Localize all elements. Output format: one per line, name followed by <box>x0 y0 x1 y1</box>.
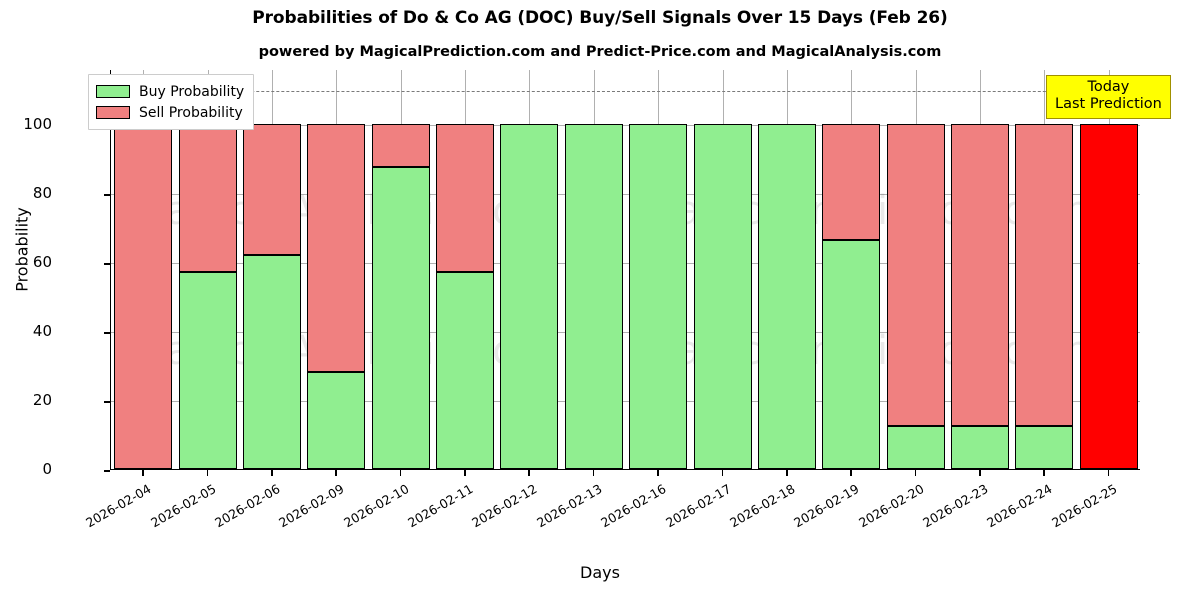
bar-group[interactable] <box>371 124 430 469</box>
bar-segment-sell[interactable] <box>371 124 430 168</box>
x-tick-mark <box>464 470 466 476</box>
bar-segment-buy[interactable] <box>371 167 430 469</box>
y-tick-mark <box>104 263 110 265</box>
legend-item[interactable]: Buy Probability <box>96 81 244 102</box>
bar-group[interactable] <box>500 124 559 469</box>
legend-label: Buy Probability <box>139 83 245 100</box>
bar-group[interactable] <box>242 124 301 469</box>
y-gridline <box>111 263 1140 264</box>
bar-segment-sell[interactable] <box>242 124 301 256</box>
bar-group[interactable] <box>629 124 688 469</box>
bar-segment-today[interactable] <box>1079 124 1138 469</box>
bar-segment-sell[interactable] <box>822 124 881 240</box>
x-tick-mark <box>270 470 273 476</box>
bar-segment-buy[interactable] <box>242 255 301 469</box>
threshold-dashed-line <box>111 90 1140 92</box>
page-title: Probabilities of Do & Co AG (DOC) Buy/Se… <box>252 8 948 28</box>
bar-group[interactable] <box>436 124 495 469</box>
bar-segment-buy[interactable] <box>307 372 366 469</box>
x-tick-mark <box>850 470 852 476</box>
bar-segment-buy[interactable] <box>1015 425 1074 469</box>
bar-segment-buy[interactable] <box>951 425 1010 469</box>
bar-group[interactable] <box>178 124 237 469</box>
x-tick-mark <box>979 470 981 476</box>
bar-segment-sell[interactable] <box>307 124 366 373</box>
y-axis-label: Probability <box>12 207 32 292</box>
bar-segment-buy[interactable] <box>500 124 559 469</box>
y-tick-label: 100 <box>23 115 52 133</box>
bar-group[interactable] <box>564 124 623 469</box>
bar-segment-buy[interactable] <box>629 124 688 469</box>
plot-inner: MagicalAnalysis.comMagicalAnalysis.comMa… <box>111 70 1140 469</box>
chart-subtitle: powered by MagicalPrediction.com and Pre… <box>258 44 942 60</box>
bar-segment-buy[interactable] <box>886 425 945 469</box>
bar-group[interactable] <box>757 124 816 469</box>
x-tick-mark <box>1043 470 1046 476</box>
bar-segment-sell[interactable] <box>951 124 1010 426</box>
x-tick-mark <box>399 470 402 476</box>
bar-group[interactable] <box>886 124 945 469</box>
legend-swatch-icon <box>96 85 130 98</box>
bar-segment-sell[interactable] <box>886 124 945 426</box>
x-axis-label: Days <box>580 563 620 582</box>
y-tick-mark <box>104 470 110 472</box>
bar-group[interactable] <box>1015 124 1074 469</box>
x-tick-mark <box>528 470 531 476</box>
y-gridline <box>111 194 1140 195</box>
bar-group[interactable] <box>951 124 1010 469</box>
bar-segment-sell[interactable] <box>178 124 237 273</box>
y-gridline <box>111 125 1140 126</box>
bar-group[interactable] <box>1079 124 1138 469</box>
bar-segment-buy[interactable] <box>178 272 237 469</box>
y-tick-mark <box>104 332 110 334</box>
bar-group[interactable] <box>693 124 752 469</box>
today-annotation-line2: Last Prediction <box>1055 96 1162 113</box>
y-tick-label: 80 <box>32 184 52 202</box>
today-annotation: Today Last Prediction <box>1046 75 1171 120</box>
bar-segment-buy[interactable] <box>822 239 881 469</box>
bar-group[interactable] <box>114 124 173 469</box>
x-tick-mark <box>914 470 917 476</box>
legend-swatch-icon <box>96 106 130 119</box>
bar-segment-sell[interactable] <box>1015 124 1074 426</box>
x-tick-mark <box>657 470 659 476</box>
today-annotation-line1: Today <box>1087 79 1130 95</box>
x-tick-mark <box>206 470 209 476</box>
y-gridline <box>111 332 1140 333</box>
x-tick-mark <box>142 470 144 476</box>
y-gridline <box>111 401 1140 402</box>
bar-group[interactable] <box>307 124 366 469</box>
x-tick-mark <box>785 470 788 476</box>
x-tick-mark <box>1107 470 1110 476</box>
legend-item[interactable]: Sell Probability <box>96 102 244 123</box>
bar-group[interactable] <box>822 124 881 469</box>
y-tick-label: 60 <box>32 253 52 271</box>
x-tick-mark <box>592 470 595 476</box>
y-tick-label: 40 <box>32 322 52 340</box>
chart-legend: Buy Probability Sell Probability <box>88 74 255 130</box>
bar-segment-buy[interactable] <box>757 124 816 469</box>
plot-area: MagicalAnalysis.comMagicalAnalysis.comMa… <box>110 70 1140 470</box>
y-tick-mark <box>104 401 110 403</box>
x-tick-mark <box>721 470 724 476</box>
x-tick-mark <box>335 470 337 476</box>
bar-segment-buy[interactable] <box>436 272 495 469</box>
bar-segment-sell[interactable] <box>436 124 495 273</box>
bar-segment-sell[interactable] <box>114 124 173 469</box>
bar-segment-buy[interactable] <box>693 124 752 469</box>
y-tick-label: 20 <box>32 391 52 409</box>
y-tick-label: 0 <box>42 460 52 478</box>
bar-segment-buy[interactable] <box>564 124 623 469</box>
y-tick-mark <box>104 194 110 196</box>
legend-label: Sell Probability <box>139 104 243 121</box>
